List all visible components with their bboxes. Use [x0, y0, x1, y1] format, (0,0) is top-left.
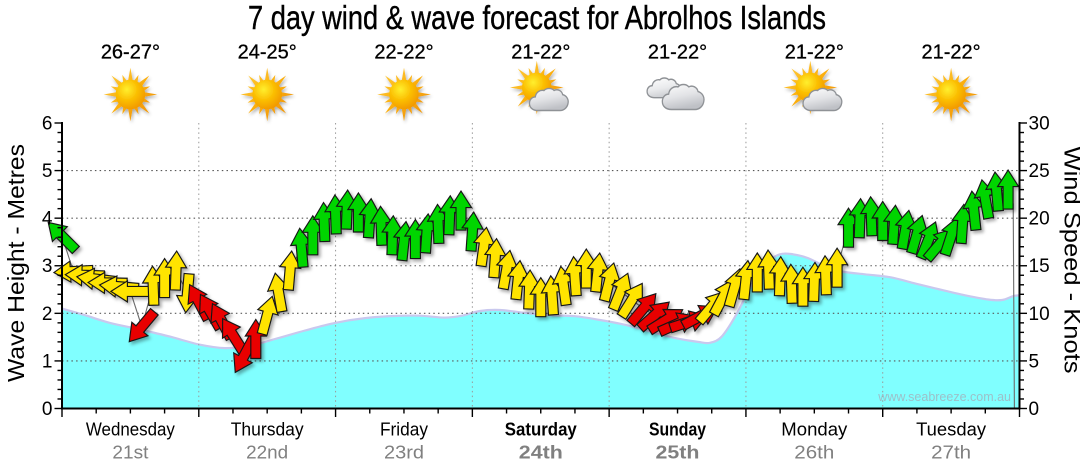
svg-text:21st: 21st — [112, 442, 148, 463]
svg-text:27th: 27th — [931, 442, 971, 463]
svg-text:30: 30 — [1029, 114, 1050, 135]
svg-text:21-22°: 21-22° — [511, 42, 570, 64]
svg-text:21-22°: 21-22° — [785, 42, 844, 64]
svg-text:0: 0 — [42, 399, 53, 420]
svg-text:6: 6 — [42, 114, 53, 135]
svg-text:22-22°: 22-22° — [374, 42, 433, 64]
svg-text:www.seabreeze.com.au: www.seabreeze.com.au — [877, 390, 1011, 404]
svg-text:1: 1 — [42, 351, 53, 372]
svg-text:Tuesday: Tuesday — [916, 419, 987, 440]
svg-text:21-22°: 21-22° — [922, 42, 981, 64]
svg-text:25: 25 — [1029, 161, 1050, 182]
svg-text:22nd: 22nd — [246, 442, 288, 463]
svg-text:Monday: Monday — [781, 419, 848, 440]
svg-text:4: 4 — [42, 209, 53, 230]
svg-text:Thursday: Thursday — [231, 419, 305, 440]
svg-text:Saturday: Saturday — [505, 419, 578, 440]
svg-text:Wednesday: Wednesday — [86, 419, 176, 440]
svg-text:26th: 26th — [794, 442, 834, 463]
svg-text:10: 10 — [1029, 304, 1050, 325]
svg-text:5: 5 — [42, 161, 53, 182]
svg-text:24-25°: 24-25° — [238, 42, 297, 64]
svg-text:Sunday: Sunday — [649, 419, 707, 440]
svg-text:26-27°: 26-27° — [101, 42, 160, 64]
svg-text:Wind Speed - Knots: Wind Speed - Knots — [1060, 147, 1080, 374]
svg-text:3: 3 — [42, 256, 53, 277]
svg-text:21-22°: 21-22° — [648, 42, 707, 64]
svg-text:20: 20 — [1029, 209, 1050, 230]
svg-text:2: 2 — [42, 304, 53, 325]
svg-text:0: 0 — [1029, 399, 1040, 420]
svg-text:5: 5 — [1029, 351, 1040, 372]
svg-text:15: 15 — [1029, 256, 1050, 277]
svg-text:Wave Height - Metres: Wave Height - Metres — [3, 144, 29, 382]
svg-text:Friday: Friday — [380, 419, 429, 440]
svg-text:25th: 25th — [656, 442, 700, 463]
svg-text:7 day wind & wave forecast for: 7 day wind & wave forecast for Abrolhos … — [248, 0, 826, 36]
svg-text:24th: 24th — [519, 442, 563, 463]
svg-text:23rd: 23rd — [384, 442, 424, 463]
